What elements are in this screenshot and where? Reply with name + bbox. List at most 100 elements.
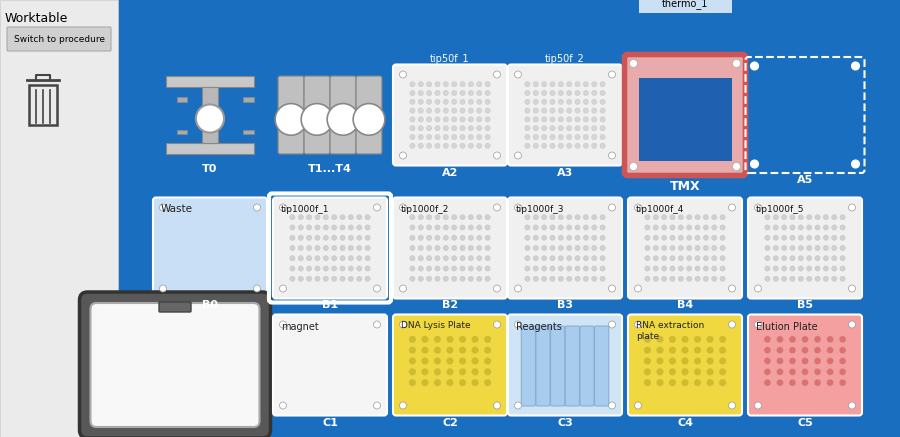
Circle shape xyxy=(591,82,597,87)
Circle shape xyxy=(777,357,783,364)
Circle shape xyxy=(452,245,457,251)
Circle shape xyxy=(533,82,538,87)
FancyBboxPatch shape xyxy=(536,326,550,406)
Circle shape xyxy=(280,321,286,328)
Circle shape xyxy=(468,245,473,251)
Circle shape xyxy=(832,276,837,281)
Circle shape xyxy=(315,266,320,271)
Text: Elution Plate: Elution Plate xyxy=(756,322,817,332)
Circle shape xyxy=(435,82,440,87)
Circle shape xyxy=(720,245,725,251)
Circle shape xyxy=(678,256,683,261)
Circle shape xyxy=(452,117,457,122)
Circle shape xyxy=(728,321,735,328)
Circle shape xyxy=(678,235,683,240)
Circle shape xyxy=(340,215,346,220)
Circle shape xyxy=(608,71,616,78)
Circle shape xyxy=(653,256,659,261)
Text: A2: A2 xyxy=(442,167,458,177)
Circle shape xyxy=(460,108,465,113)
Circle shape xyxy=(493,152,500,159)
Circle shape xyxy=(575,125,580,131)
FancyBboxPatch shape xyxy=(748,198,862,298)
Circle shape xyxy=(608,321,616,328)
Circle shape xyxy=(798,215,804,220)
Circle shape xyxy=(525,256,530,261)
Circle shape xyxy=(653,225,659,230)
Bar xyxy=(638,0,732,13)
Circle shape xyxy=(600,108,606,113)
Circle shape xyxy=(485,117,490,122)
Circle shape xyxy=(452,90,457,96)
Circle shape xyxy=(460,245,465,251)
Circle shape xyxy=(662,225,667,230)
Circle shape xyxy=(400,321,407,328)
Text: tip1000f_5: tip1000f_5 xyxy=(756,205,805,214)
Circle shape xyxy=(773,235,778,240)
Circle shape xyxy=(669,357,676,364)
Circle shape xyxy=(427,117,432,122)
FancyBboxPatch shape xyxy=(393,65,507,166)
Circle shape xyxy=(468,117,473,122)
Circle shape xyxy=(558,134,563,140)
Circle shape xyxy=(421,379,428,386)
Circle shape xyxy=(550,225,555,230)
FancyBboxPatch shape xyxy=(153,198,267,298)
Circle shape xyxy=(600,117,606,122)
Circle shape xyxy=(806,276,812,281)
Circle shape xyxy=(410,215,415,220)
Circle shape xyxy=(608,402,616,409)
Circle shape xyxy=(591,276,597,281)
Circle shape xyxy=(533,276,538,281)
Circle shape xyxy=(421,368,428,375)
Circle shape xyxy=(525,117,530,122)
Circle shape xyxy=(485,225,490,230)
Circle shape xyxy=(356,235,362,240)
Circle shape xyxy=(712,225,717,230)
Circle shape xyxy=(525,235,530,240)
Circle shape xyxy=(678,215,683,220)
Circle shape xyxy=(364,276,370,281)
Circle shape xyxy=(826,347,833,354)
Circle shape xyxy=(418,256,423,261)
Circle shape xyxy=(583,134,589,140)
Circle shape xyxy=(443,90,448,96)
Circle shape xyxy=(331,225,337,230)
Circle shape xyxy=(356,215,362,220)
Circle shape xyxy=(840,266,845,271)
Circle shape xyxy=(777,368,783,375)
Circle shape xyxy=(802,368,808,375)
Circle shape xyxy=(824,256,829,261)
Circle shape xyxy=(485,108,490,113)
Circle shape xyxy=(575,245,580,251)
Circle shape xyxy=(298,256,303,261)
Text: TMX: TMX xyxy=(670,180,700,194)
Circle shape xyxy=(824,215,829,220)
Circle shape xyxy=(435,215,440,220)
Circle shape xyxy=(558,90,563,96)
Circle shape xyxy=(706,368,714,375)
Circle shape xyxy=(348,235,354,240)
Circle shape xyxy=(485,143,490,149)
Circle shape xyxy=(418,99,423,104)
Circle shape xyxy=(364,266,370,271)
Circle shape xyxy=(525,82,530,87)
FancyBboxPatch shape xyxy=(628,198,742,298)
Circle shape xyxy=(435,276,440,281)
Circle shape xyxy=(832,225,837,230)
Circle shape xyxy=(427,90,432,96)
Circle shape xyxy=(781,215,787,220)
Circle shape xyxy=(468,225,473,230)
Circle shape xyxy=(832,235,837,240)
FancyBboxPatch shape xyxy=(748,315,862,416)
Circle shape xyxy=(452,82,457,87)
Circle shape xyxy=(839,357,846,364)
Circle shape xyxy=(781,256,787,261)
Circle shape xyxy=(323,245,328,251)
Circle shape xyxy=(720,225,725,230)
Circle shape xyxy=(566,82,572,87)
FancyBboxPatch shape xyxy=(304,76,330,154)
Circle shape xyxy=(525,225,530,230)
Circle shape xyxy=(427,276,432,281)
Circle shape xyxy=(669,347,676,354)
